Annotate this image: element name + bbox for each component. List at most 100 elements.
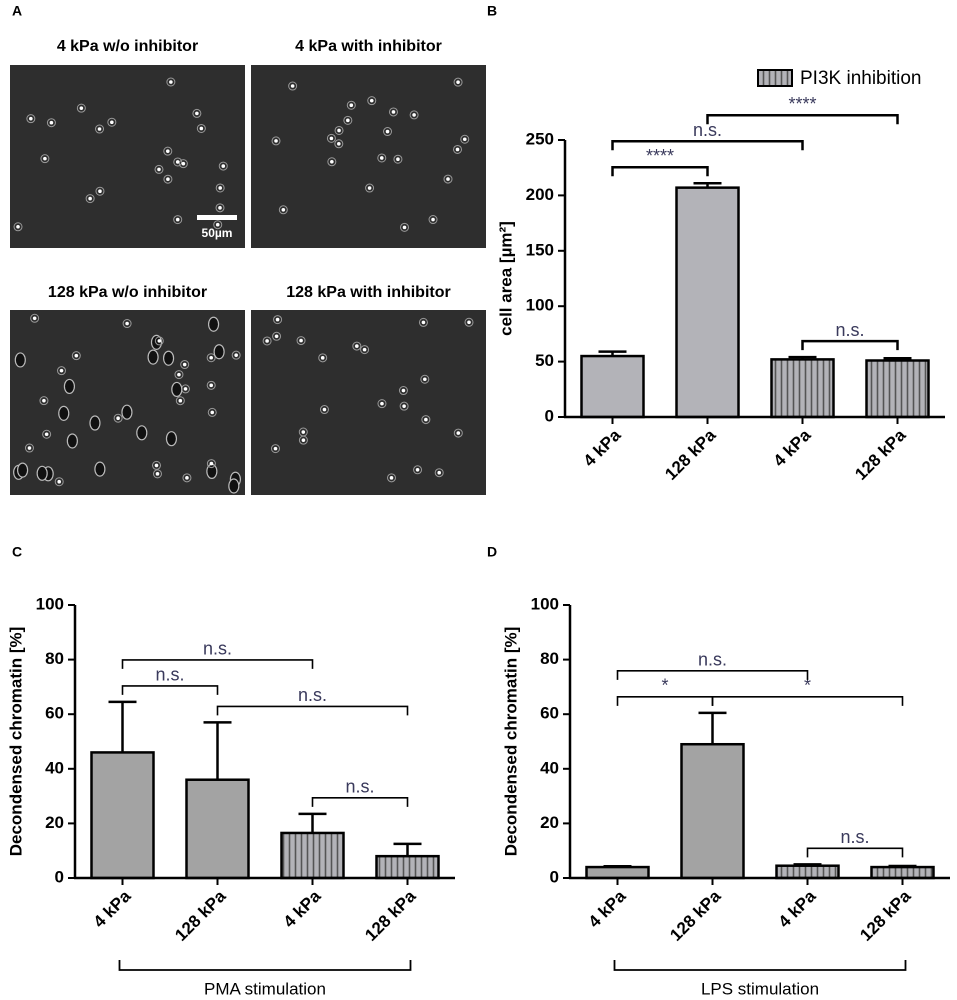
bar bbox=[580, 354, 645, 419]
cell-core bbox=[175, 160, 180, 164]
cell bbox=[151, 460, 161, 470]
cell-core bbox=[32, 316, 37, 321]
y-tick-label: 150 bbox=[526, 240, 554, 259]
significance-bracket bbox=[121, 685, 219, 695]
cell-core bbox=[49, 120, 54, 125]
panel-label: C bbox=[12, 544, 22, 560]
y-tick-label: 20 bbox=[45, 813, 64, 832]
cell bbox=[352, 341, 362, 351]
cell-core bbox=[215, 222, 220, 227]
micrograph bbox=[10, 310, 245, 495]
y-tick-label: 40 bbox=[45, 758, 64, 777]
cell bbox=[383, 127, 393, 137]
cell-core bbox=[301, 438, 306, 442]
cell bbox=[94, 461, 106, 477]
cell bbox=[173, 157, 183, 167]
cell bbox=[196, 123, 206, 133]
cell bbox=[428, 215, 438, 225]
cell bbox=[418, 317, 428, 327]
cell bbox=[39, 396, 49, 406]
panel-label: B bbox=[487, 3, 497, 19]
cell-core bbox=[299, 338, 303, 343]
y-tick-label: 0 bbox=[545, 406, 554, 425]
significance-bracket bbox=[611, 139, 804, 151]
cell-core bbox=[157, 167, 161, 172]
y-tick-label: 250 bbox=[526, 129, 554, 148]
cell bbox=[272, 331, 282, 341]
significance-bracket bbox=[121, 659, 314, 669]
cell-core bbox=[16, 224, 20, 229]
cell-core bbox=[396, 157, 400, 162]
cell bbox=[71, 351, 81, 361]
y-tick-label: 80 bbox=[45, 649, 64, 668]
cell-core bbox=[446, 177, 450, 181]
y-tick-label: 0 bbox=[55, 867, 64, 886]
x-tick-label: 128 kPa bbox=[856, 886, 915, 945]
x-tick-label: 4 kPa bbox=[90, 886, 135, 931]
cell-core bbox=[234, 353, 238, 357]
cell-core bbox=[183, 387, 188, 391]
significance-bracket bbox=[616, 696, 714, 706]
cell-core bbox=[195, 111, 199, 116]
cell bbox=[326, 133, 336, 143]
cell bbox=[66, 433, 78, 449]
legend-swatch bbox=[757, 69, 793, 87]
cell bbox=[63, 378, 76, 395]
cell bbox=[288, 81, 298, 91]
image-title: 128 kPa with inhibitor bbox=[286, 284, 450, 301]
cell-core bbox=[155, 472, 160, 476]
cell bbox=[346, 100, 356, 110]
significance-label: n.s. bbox=[693, 120, 722, 140]
cell-core bbox=[42, 398, 46, 403]
cell-core bbox=[456, 80, 460, 84]
significance-label: n.s. bbox=[203, 639, 232, 659]
cell bbox=[453, 428, 463, 438]
cell-core bbox=[467, 320, 471, 325]
cell bbox=[434, 468, 444, 478]
group-bracket bbox=[118, 960, 412, 971]
cell bbox=[113, 413, 123, 423]
cell bbox=[413, 465, 423, 475]
cell bbox=[174, 370, 184, 380]
y-tick-label: 50 bbox=[535, 351, 554, 370]
y-tick-label: 200 bbox=[526, 185, 554, 204]
cell bbox=[14, 352, 26, 368]
cell bbox=[334, 139, 344, 149]
cell-core bbox=[88, 196, 92, 201]
cell bbox=[171, 381, 183, 398]
significance-bracket bbox=[616, 670, 809, 680]
bar bbox=[770, 358, 835, 419]
cell bbox=[150, 334, 163, 350]
significance-label: n.s. bbox=[835, 320, 864, 340]
cell bbox=[16, 462, 29, 478]
cell-core bbox=[177, 372, 181, 377]
cell-core bbox=[165, 149, 170, 153]
cell bbox=[460, 134, 470, 144]
cell bbox=[215, 183, 225, 193]
cell-core bbox=[391, 110, 396, 114]
cell-core bbox=[424, 417, 428, 422]
cell-core bbox=[379, 156, 384, 160]
cell bbox=[122, 319, 132, 329]
cell bbox=[213, 344, 225, 360]
cell bbox=[121, 404, 133, 420]
cell bbox=[95, 124, 105, 134]
cell-core bbox=[290, 84, 295, 88]
cell bbox=[42, 429, 52, 439]
cell bbox=[453, 77, 463, 87]
cell bbox=[273, 315, 283, 325]
cell bbox=[85, 194, 95, 204]
cell bbox=[409, 110, 419, 120]
micrograph bbox=[10, 65, 245, 248]
cell bbox=[207, 407, 217, 417]
cell-core bbox=[154, 463, 159, 468]
cell-core bbox=[455, 147, 460, 152]
cell-core bbox=[175, 217, 180, 222]
cell bbox=[54, 477, 64, 487]
cell-core bbox=[412, 113, 416, 117]
bar bbox=[870, 865, 935, 880]
cell bbox=[215, 203, 225, 213]
group-label: LPS stimulation bbox=[701, 979, 819, 998]
y-tick-label: 40 bbox=[540, 758, 559, 777]
significance-label: n.s. bbox=[698, 650, 727, 670]
